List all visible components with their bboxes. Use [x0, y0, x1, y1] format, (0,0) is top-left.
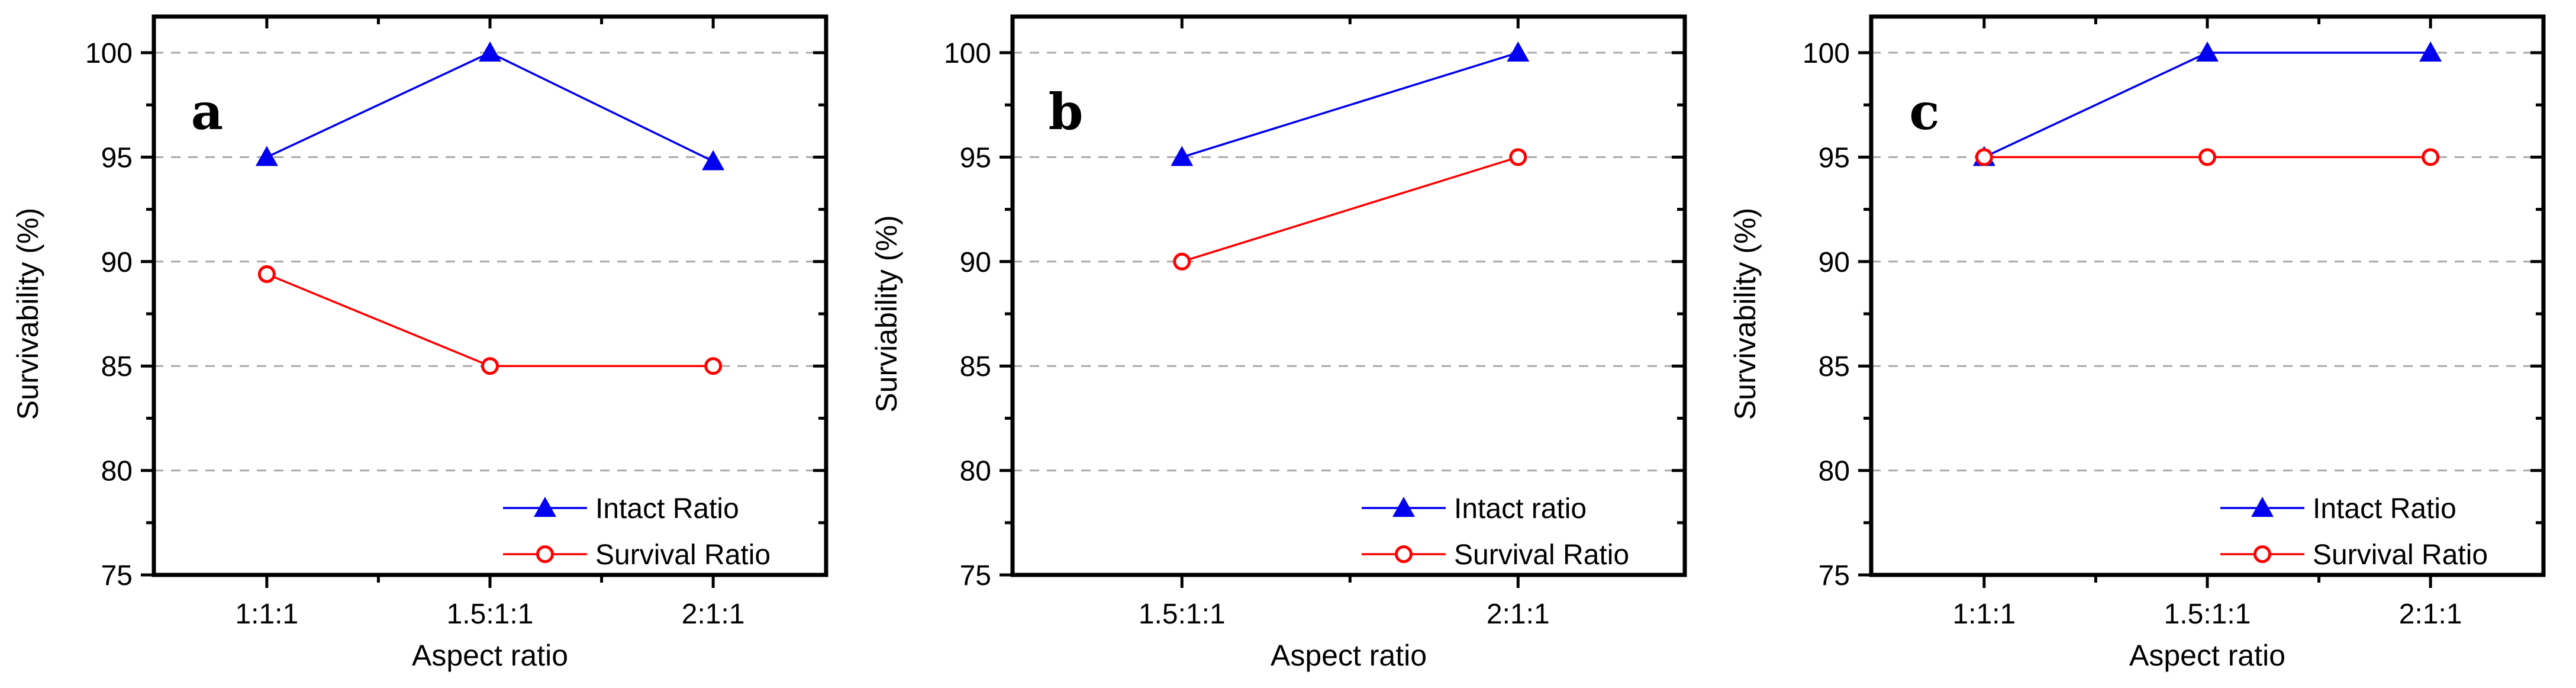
legend-marker-intact-ratio: [1392, 497, 1415, 517]
x-tick-label: 2:1:1: [1487, 599, 1550, 630]
survival-ratio-marker: [1509, 148, 1527, 166]
legend-marker-survival-ratio: [1395, 545, 1413, 563]
y-tick-label: 80: [1819, 456, 1850, 487]
plot-frame: [151, 14, 828, 577]
x-axis-title: Aspect ratio: [1271, 639, 1427, 672]
y-tick-label: 100: [85, 38, 133, 69]
intact-ratio-marker: [702, 150, 725, 171]
y-axis-title: Survivability (%): [1729, 208, 1762, 420]
x-tick-label: 1:1:1: [1952, 599, 2016, 630]
panel-letter: b: [1049, 82, 1084, 141]
chart-panel-c: 75 80 85 90 95 100 1:1:1 1.5:1:1 2:1:1 Aspect rat…: [1717, 0, 2576, 688]
legend-label-intact-ratio: Intact ratio: [1454, 493, 1587, 525]
x-tick-label: 1.5:1:1: [1139, 599, 1226, 630]
survival-ratio-marker: [2198, 148, 2216, 166]
y-tick-label: 80: [101, 456, 133, 487]
intact-ratio-line: [1984, 52, 2431, 158]
legend-label-intact-ratio: Intact Ratio: [2313, 493, 2456, 525]
survival-ratio-marker: [2422, 148, 2440, 166]
intact-ratio-line: [1181, 52, 1518, 159]
panel-letter: a: [191, 82, 223, 141]
intact-ratio-line: [266, 52, 714, 163]
intact-ratio-marker: [255, 146, 278, 166]
x-tick-label: 2:1:1: [2399, 599, 2462, 630]
survival-ratio-marker: [704, 357, 723, 375]
legend-label-survival-ratio: Survival Ratio: [1454, 539, 1629, 571]
x-axis-title: Aspect ratio: [2129, 639, 2285, 672]
panel-letter: c: [1909, 82, 1939, 141]
y-tick-label: 75: [101, 560, 133, 591]
x-tick-label: 2:1:1: [682, 599, 745, 630]
survival-ratio-marker: [1975, 148, 1993, 166]
y-tick-label: 100: [1803, 38, 1850, 69]
y-axis-title: Survivability (%): [11, 208, 44, 420]
intact-ratio-marker: [2196, 41, 2219, 62]
y-tick-label: 95: [101, 142, 133, 173]
y-tick-label: 95: [1819, 142, 1850, 173]
y-tick-label: 80: [960, 456, 991, 487]
y-tick-label: 90: [960, 247, 991, 278]
x-axis-title: Aspect ratio: [412, 639, 568, 672]
legend-marker-survival-ratio: [2253, 545, 2271, 563]
y-tick-label: 85: [101, 351, 133, 382]
intact-ratio-marker: [2419, 41, 2442, 62]
y-tick-label: 75: [960, 560, 991, 591]
y-tick-label: 90: [101, 247, 133, 278]
chart-svg-a: 75 80 85 90 95 100 1:1:1 1.5:1:1 2:1:1 Aspect rat…: [11, 14, 828, 672]
chart-panel-b: 75 80 85 90 95 100 1.5:1:1 2:1:1 Aspect ratio Sur…: [859, 0, 1717, 688]
x-tick-label: 1.5:1:1: [447, 599, 534, 630]
y-tick-label: 90: [1819, 247, 1850, 278]
legend-label-intact-ratio: Intact Ratio: [595, 493, 739, 525]
survival-ratio-line: [266, 273, 714, 367]
y-axis-title: Surviability (%): [870, 215, 903, 412]
y-tick-label: 75: [1819, 560, 1850, 591]
chart-panel-a: 75 80 85 90 95 100 1:1:1 1.5:1:1 2:1:1 Aspect rat…: [0, 0, 859, 688]
chart-svg-b: 75 80 85 90 95 100 1.5:1:1 2:1:1 Aspect ratio Sur…: [870, 14, 1687, 672]
legend-marker-survival-ratio: [536, 545, 554, 563]
survival-ratio-marker: [481, 357, 499, 375]
x-tick-label: 1:1:1: [235, 599, 298, 630]
chart-svg-c: 75 80 85 90 95 100 1:1:1 1.5:1:1 2:1:1 Aspect rat…: [1729, 14, 2546, 672]
legend-label-survival-ratio: Survival Ratio: [595, 539, 770, 571]
legend-marker-intact-ratio: [2251, 497, 2274, 517]
y-tick-label: 100: [944, 38, 991, 69]
x-tick-label: 1.5:1:1: [2164, 599, 2251, 630]
y-tick-label: 95: [960, 142, 991, 173]
legend-marker-intact-ratio: [534, 497, 556, 517]
intact-ratio-marker: [479, 41, 501, 62]
y-tick-label: 85: [1819, 351, 1850, 382]
plot-frame: [1010, 14, 1687, 577]
survival-ratio-line: [1181, 156, 1518, 263]
survival-ratio-marker: [257, 265, 276, 283]
intact-ratio-marker: [1171, 146, 1194, 166]
legend-label-survival-ratio: Survival Ratio: [2313, 539, 2488, 571]
y-tick-label: 85: [960, 351, 991, 382]
survival-ratio-marker: [1173, 252, 1191, 271]
plot-frame: [1869, 14, 2546, 577]
intact-ratio-marker: [1507, 41, 1530, 62]
